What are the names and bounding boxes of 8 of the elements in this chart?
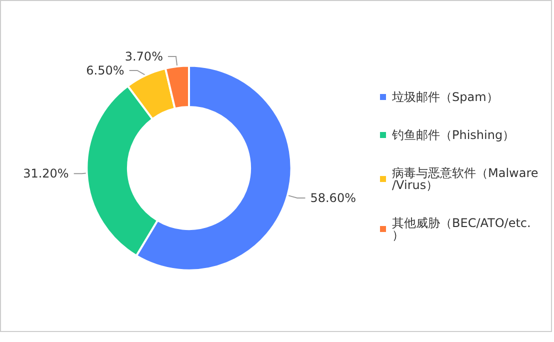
data-label: 3.70% (124, 49, 163, 64)
legend-label: 其他威胁（BEC/ATO/etc.） (392, 216, 531, 242)
data-label: 31.20% (23, 166, 69, 181)
data-label: 58.60% (310, 190, 356, 205)
legend-label: 钓鱼邮件（Phishing） (391, 128, 515, 142)
legend-label: 病毒与恶意软件（Malware/Virus） (392, 166, 538, 192)
legend-label: 垃圾邮件（Spam） (391, 90, 498, 104)
data-label: 6.50% (86, 63, 124, 78)
